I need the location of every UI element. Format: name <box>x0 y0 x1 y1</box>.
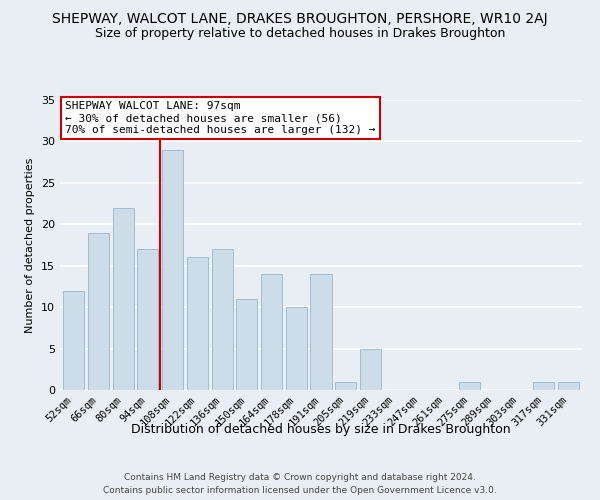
Y-axis label: Number of detached properties: Number of detached properties <box>25 158 35 332</box>
Bar <box>63 290 84 390</box>
Bar <box>286 307 307 390</box>
Bar <box>533 382 554 390</box>
Bar <box>236 299 257 390</box>
Bar <box>88 232 109 390</box>
Bar <box>335 382 356 390</box>
Text: Contains HM Land Registry data © Crown copyright and database right 2024.: Contains HM Land Registry data © Crown c… <box>124 472 476 482</box>
Text: Contains public sector information licensed under the Open Government Licence v3: Contains public sector information licen… <box>103 486 497 495</box>
Bar <box>162 150 183 390</box>
Bar <box>558 382 579 390</box>
Bar <box>113 208 134 390</box>
Text: Size of property relative to detached houses in Drakes Broughton: Size of property relative to detached ho… <box>95 28 505 40</box>
Text: SHEPWAY, WALCOT LANE, DRAKES BROUGHTON, PERSHORE, WR10 2AJ: SHEPWAY, WALCOT LANE, DRAKES BROUGHTON, … <box>52 12 548 26</box>
Bar <box>137 249 158 390</box>
Bar <box>187 258 208 390</box>
Bar <box>261 274 282 390</box>
Bar <box>459 382 480 390</box>
Bar <box>360 348 381 390</box>
Text: Distribution of detached houses by size in Drakes Broughton: Distribution of detached houses by size … <box>131 422 511 436</box>
Text: SHEPWAY WALCOT LANE: 97sqm
← 30% of detached houses are smaller (56)
70% of semi: SHEPWAY WALCOT LANE: 97sqm ← 30% of deta… <box>65 102 376 134</box>
Bar <box>212 249 233 390</box>
Bar <box>310 274 332 390</box>
